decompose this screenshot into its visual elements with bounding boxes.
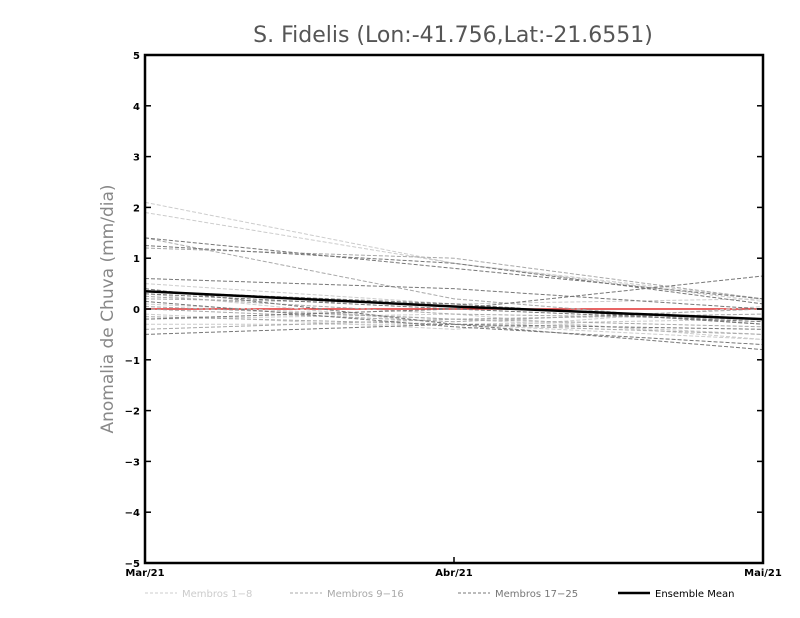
y-tick-label: 2: [133, 203, 140, 214]
axes: −5 −4 −3 −2 −1 0 1 2 3 4 5 Mar/21 Abr/21 Mai/21: [125, 51, 782, 579]
member-series-line: [144, 323, 764, 335]
y-tick-label: 5: [133, 51, 140, 62]
x-tick-label: Mai/21: [744, 568, 782, 579]
y-tick-label: −2: [125, 407, 140, 418]
member-series-line: [144, 293, 764, 340]
y-tick-label: 4: [133, 102, 140, 113]
y-tick-label: −5: [125, 559, 140, 570]
member-series-line: [144, 308, 764, 323]
x-tick-label: Mar/21: [125, 568, 164, 579]
legend: Membros 1−8 Membros 9−16 Membros 17−25 Ense…: [145, 589, 734, 600]
chart-title: S. Fidelis (Lon:-41.756,Lat:-21.6551): [253, 23, 653, 48]
y-tick-label: −3: [125, 457, 140, 468]
legend-label: Membros 1−8: [182, 589, 252, 600]
member-series-line: [144, 237, 764, 325]
ensemble-mean-line: [144, 289, 764, 321]
member-series-line: [144, 313, 764, 330]
y-tick-label: 0: [133, 305, 140, 316]
member-series-line: [144, 300, 764, 346]
legend-label: Ensemble Mean: [655, 589, 734, 600]
member-series-line: [144, 237, 764, 300]
member-series-line: [144, 295, 764, 320]
y-tick-label: 1: [133, 254, 140, 265]
member-series-line: [144, 308, 764, 323]
member-series-line: [144, 283, 764, 305]
member-series-line: [144, 288, 764, 351]
plot-area: [144, 201, 764, 351]
member-series-line: [144, 247, 764, 300]
y-axis-label: Anomalia de Chuva (mm/dia): [98, 184, 118, 433]
member-series-line: [144, 211, 764, 302]
y-tick-label: 3: [133, 153, 140, 164]
member-series-line: [144, 278, 764, 310]
y-tick-label: −1: [125, 356, 140, 367]
legend-label: Membros 17−25: [495, 589, 578, 600]
x-tick-label: Abr/21: [435, 568, 472, 579]
y-tick-label: −4: [125, 508, 140, 519]
legend-label: Membros 9−16: [327, 589, 404, 600]
member-series-line: [144, 245, 764, 305]
